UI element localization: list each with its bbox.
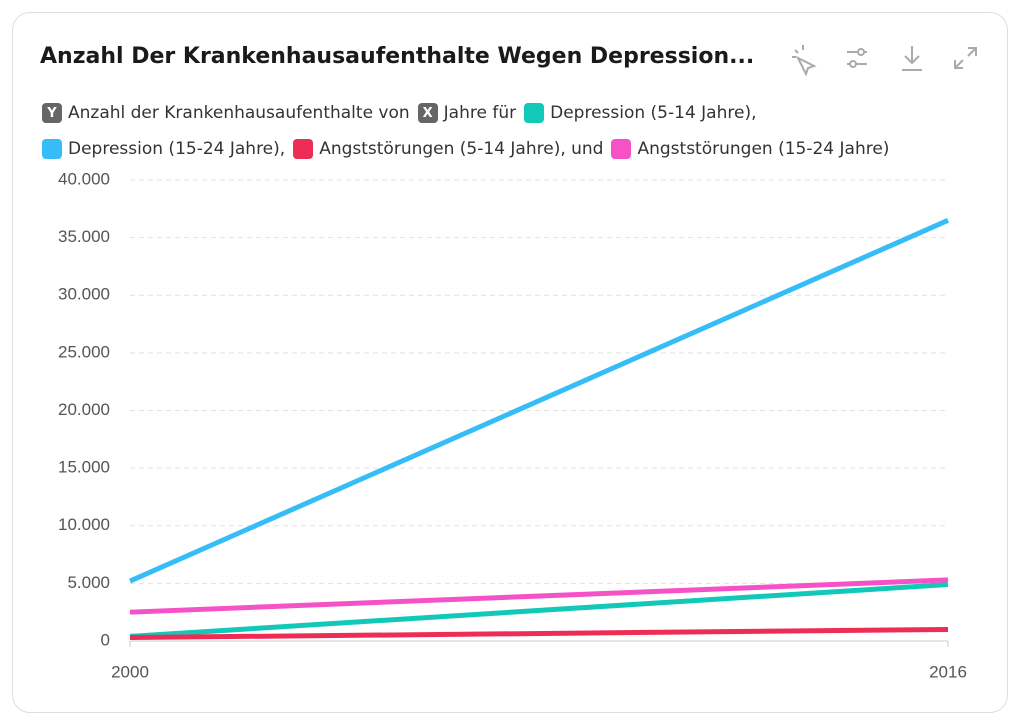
legend-swatch [524, 103, 545, 123]
expand-icon[interactable] [954, 47, 977, 69]
download-icon[interactable] [902, 46, 922, 71]
y-tick-label: 30.000 [58, 285, 110, 304]
legend-label: Depression (5-14 Jahre), [550, 103, 757, 123]
legend-item[interactable]: Angststörungen (5-14 Jahre), und [293, 136, 603, 162]
series-line [129, 626, 949, 641]
settings-icon[interactable] [847, 48, 867, 68]
legend: Y Anzahl der Krankenhausaufenthalte von X J… [42, 100, 982, 162]
y-tick-label: 25.000 [58, 342, 110, 361]
legend-item[interactable]: Depression (5-14 Jahre), [524, 100, 756, 126]
legend-swatch [611, 139, 632, 159]
legend-text: Anzahl der Krankenhausaufenthalte von [68, 103, 410, 123]
y-tick-label: 0 [101, 630, 110, 649]
legend-item[interactable]: Angststörungen (15-24 Jahre) [611, 136, 889, 162]
x-tick-label: 2016 [929, 662, 967, 681]
series-line [128, 218, 950, 584]
series-line [129, 582, 949, 639]
axis-badge: X [417, 103, 438, 123]
y-tick-label: 40.000 [58, 169, 110, 188]
y-tick-label: 5.000 [67, 573, 110, 592]
select-icon[interactable] [792, 45, 817, 77]
legend-label: Depression (15-24 Jahre), [68, 139, 286, 159]
legend-label: Angststörungen (15-24 Jahre) [637, 139, 890, 159]
legend-axis-item: Y Anzahl der Krankenhausaufenthalte von [42, 100, 410, 126]
axis-badge: Y [42, 103, 62, 123]
x-tick-label: 2000 [111, 662, 149, 681]
legend-label: Angststörungen (5-14 Jahre), und [319, 139, 604, 159]
legend-axis-item: X Jahre für [417, 100, 517, 126]
y-tick-label: 35.000 [58, 227, 110, 246]
legend-item[interactable]: Depression (15-24 Jahre), [42, 136, 285, 162]
chart-title: Anzahl Der Krankenhausaufenthalte Wegen … [40, 44, 755, 69]
legend-text: Jahre für [443, 103, 517, 123]
y-tick-label: 10.000 [58, 515, 110, 534]
legend-swatch [293, 139, 314, 159]
y-tick-label: 20.000 [58, 400, 110, 419]
y-tick-label: 15.000 [58, 458, 110, 477]
chart-card [12, 12, 1008, 713]
series-line [129, 577, 949, 615]
legend-swatch [42, 139, 62, 159]
